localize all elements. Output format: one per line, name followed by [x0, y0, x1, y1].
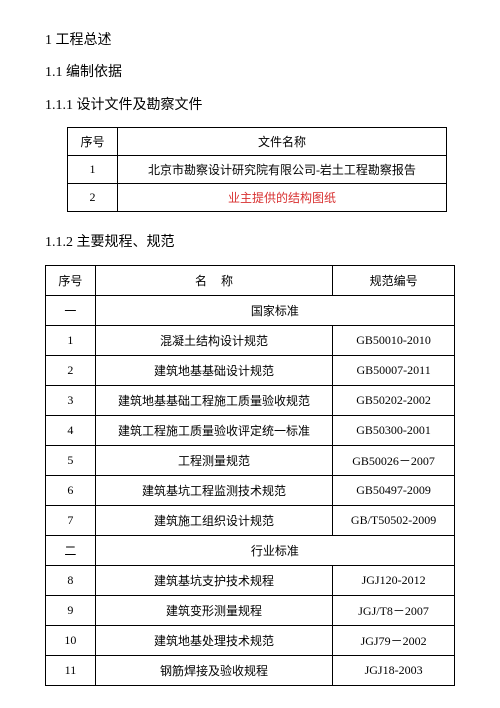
cell-code: JGJ/T8－2007 [333, 595, 455, 625]
cell-code: GB50007-2011 [333, 355, 455, 385]
cell-name: 建筑变形测量规程 [95, 595, 332, 625]
cell-name: 建筑基坑支护技术规程 [95, 565, 332, 595]
cell-index: 11 [46, 655, 96, 685]
col-header-index: 序号 [68, 128, 118, 156]
cell-code: JGJ120-2012 [333, 565, 455, 595]
cell-name: 建筑地基基础设计规范 [95, 355, 332, 385]
cell-name: 混凝土结构设计规范 [95, 325, 332, 355]
col-header-name: 名称 [95, 265, 332, 295]
table-row: 4 建筑工程施工质量验收评定统一标准 GB50300-2001 [46, 415, 455, 445]
heading-level-3b: 1.1.2 主要规程、规范 [45, 232, 455, 254]
table-standards: 序号 名称 规范编号 一 国家标准 1 混凝土结构设计规范 GB50010-20… [45, 265, 455, 686]
cell-index: 7 [46, 505, 96, 535]
table-section-row: 一 国家标准 [46, 295, 455, 325]
table-row: 9 建筑变形测量规程 JGJ/T8－2007 [46, 595, 455, 625]
cell-code: GB50026－2007 [333, 445, 455, 475]
table-row: 8 建筑基坑支护技术规程 JGJ120-2012 [46, 565, 455, 595]
cell-filename-highlighted: 业主提供的结构图纸 [117, 184, 446, 212]
table-row: 1 混凝土结构设计规范 GB50010-2010 [46, 325, 455, 355]
cell-name: 建筑工程施工质量验收评定统一标准 [95, 415, 332, 445]
cell-name: 建筑基坑工程监测技术规范 [95, 475, 332, 505]
cell-section-label: 行业标准 [95, 535, 454, 565]
cell-code: GB50300-2001 [333, 415, 455, 445]
table-header-row: 序号 名称 规范编号 [46, 265, 455, 295]
table-row: 11 钢筋焊接及验收规程 JGJ18-2003 [46, 655, 455, 685]
cell-index: 3 [46, 385, 96, 415]
col-header-index: 序号 [46, 265, 96, 295]
table-row: 10 建筑地基处理技术规范 JGJ79－2002 [46, 625, 455, 655]
cell-code: GB/T50502-2009 [333, 505, 455, 535]
cell-name: 工程测量规范 [95, 445, 332, 475]
table-section-row: 二 行业标准 [46, 535, 455, 565]
cell-code: JGJ79－2002 [333, 625, 455, 655]
cell-index: 1 [68, 156, 118, 184]
table-design-files: 序号 文件名称 1 北京市勘察设计研究院有限公司-岩土工程勘察报告 2 业主提供… [67, 127, 447, 212]
table-row: 6 建筑基坑工程监测技术规范 GB50497-2009 [46, 475, 455, 505]
heading-level-2: 1.1 编制依据 [45, 62, 455, 84]
cell-code: GB50010-2010 [333, 325, 455, 355]
cell-name: 建筑地基基础工程施工质量验收规范 [95, 385, 332, 415]
table-row: 5 工程测量规范 GB50026－2007 [46, 445, 455, 475]
col-header-code: 规范编号 [333, 265, 455, 295]
table-header-row: 序号 文件名称 [68, 128, 447, 156]
cell-index: 4 [46, 415, 96, 445]
cell-code: GB50202-2002 [333, 385, 455, 415]
cell-section-label: 国家标准 [95, 295, 454, 325]
table-row: 1 北京市勘察设计研究院有限公司-岩土工程勘察报告 [68, 156, 447, 184]
table-row: 2 业主提供的结构图纸 [68, 184, 447, 212]
col-header-filename: 文件名称 [117, 128, 446, 156]
cell-filename: 北京市勘察设计研究院有限公司-岩土工程勘察报告 [117, 156, 446, 184]
cell-index: 2 [46, 355, 96, 385]
table-row: 7 建筑施工组织设计规范 GB/T50502-2009 [46, 505, 455, 535]
cell-code: JGJ18-2003 [333, 655, 455, 685]
heading-level-3: 1.1.1 设计文件及勘察文件 [45, 95, 455, 117]
table-row: 2 建筑地基基础设计规范 GB50007-2011 [46, 355, 455, 385]
cell-index: 10 [46, 625, 96, 655]
cell-index: 5 [46, 445, 96, 475]
cell-index: 9 [46, 595, 96, 625]
cell-section-index: 二 [46, 535, 96, 565]
cell-index: 6 [46, 475, 96, 505]
cell-name: 建筑施工组织设计规范 [95, 505, 332, 535]
cell-code: GB50497-2009 [333, 475, 455, 505]
cell-index: 8 [46, 565, 96, 595]
cell-name: 钢筋焊接及验收规程 [95, 655, 332, 685]
cell-index: 1 [46, 325, 96, 355]
heading-level-1: 1 工程总述 [45, 30, 455, 52]
table-row: 3 建筑地基基础工程施工质量验收规范 GB50202-2002 [46, 385, 455, 415]
cell-section-index: 一 [46, 295, 96, 325]
cell-name: 建筑地基处理技术规范 [95, 625, 332, 655]
cell-index: 2 [68, 184, 118, 212]
